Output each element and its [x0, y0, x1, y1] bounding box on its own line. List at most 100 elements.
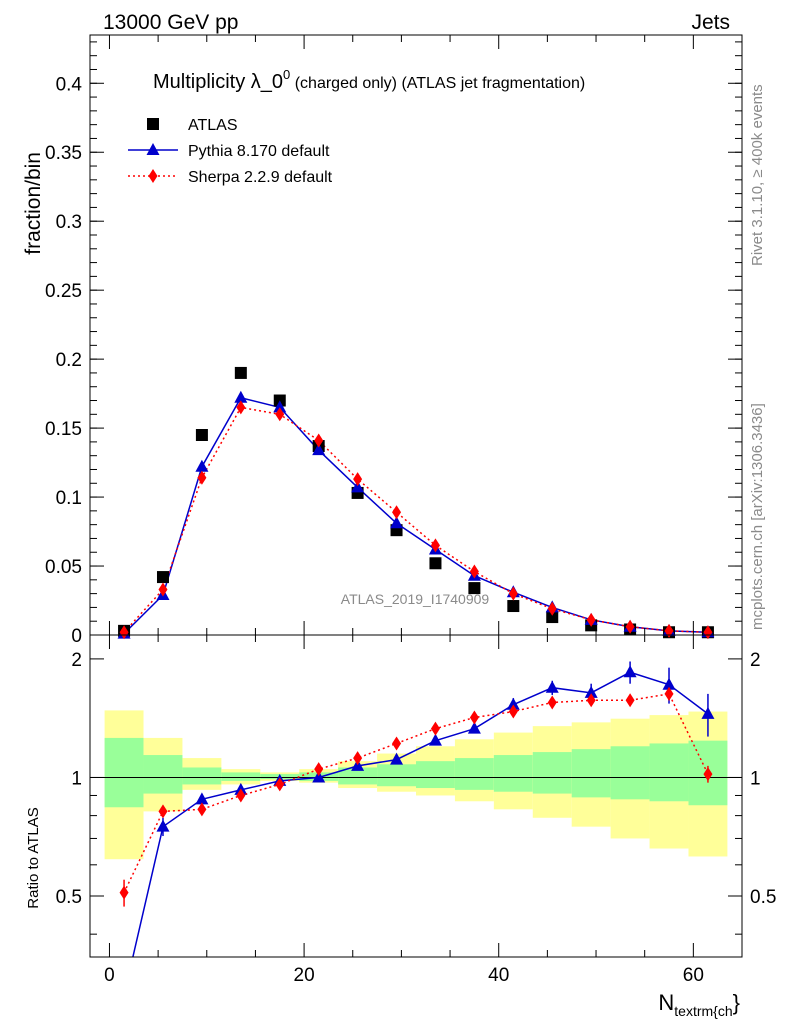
data-point [507, 600, 520, 613]
data-point [275, 407, 285, 422]
data-point [547, 601, 557, 616]
band-inner [221, 772, 261, 781]
x-axis-label: Ntextrm{ch} [658, 990, 740, 1019]
legend-marker [147, 118, 159, 130]
ratio-point [119, 885, 129, 900]
ratio-point [236, 788, 246, 803]
legend-marker [148, 169, 158, 183]
ratio-point [195, 792, 209, 805]
axes: 00.050.10.150.20.250.30.350.40.5 0.51 12 20… [45, 34, 776, 986]
legend-marker [146, 143, 160, 155]
ratio-point [664, 686, 674, 701]
band-inner [649, 743, 689, 802]
ratio-point [430, 721, 440, 736]
y-tick-label: 0.2 [56, 350, 82, 371]
data-point [664, 623, 674, 638]
x-tick-label: 60 [683, 965, 704, 986]
band-inner [493, 755, 533, 792]
x-tick-label: 40 [488, 965, 509, 986]
ratio-point [547, 695, 557, 710]
y-tick-label: 0 [71, 626, 82, 647]
data-point [353, 472, 363, 487]
y-tick-label: 0.1 [56, 488, 82, 509]
y-tick-label: 0.05 [45, 557, 82, 578]
data-point [469, 564, 479, 579]
analysis-watermark: ATLAS_2019_I1740909 [341, 591, 490, 607]
ratio-point [353, 751, 363, 766]
ratio-line-2 [123, 693, 709, 893]
data-point [429, 557, 442, 570]
ratio-tick-label: 1 [71, 768, 82, 789]
data-point [430, 538, 440, 553]
band-inner [377, 764, 416, 787]
data-point [158, 582, 168, 597]
data-point [195, 459, 209, 472]
band-inner [532, 752, 572, 794]
band-inner [104, 737, 144, 808]
band-inner [571, 749, 611, 798]
ratio-panel [90, 661, 742, 957]
ratio-point [703, 767, 713, 782]
ratio-point [701, 706, 715, 719]
rivet-label: Rivet 3.1.10, ≥ 400k events [749, 84, 766, 266]
ratio-point [314, 762, 324, 777]
x-tick-label: 0 [104, 965, 115, 986]
legend-label: ATLAS [188, 117, 238, 134]
ratio-point [467, 721, 481, 734]
data-point [508, 586, 518, 601]
ratio-tick-label: 0.5 [56, 887, 82, 908]
data-point [392, 505, 402, 520]
ratio-point [156, 819, 170, 832]
ratio-point [275, 777, 285, 792]
data-point [703, 625, 713, 640]
ratio-tick-label-right: 0.5 [750, 887, 776, 908]
ratio-series [119, 661, 715, 957]
y-tick-label: 0.3 [56, 212, 82, 233]
ratio-point [586, 693, 596, 708]
series-line-1 [123, 396, 708, 635]
data-point [625, 619, 635, 634]
data-point [234, 390, 248, 403]
header-right: Jets [691, 11, 730, 34]
main-panel: 00.050.10.150.20.250.30.350.40.5 0.51 12 20… [45, 34, 776, 986]
ratio-point [662, 677, 676, 690]
legend: ATLAS Pythia 8.170 default Sherpa 2.2.9 de… [128, 117, 333, 186]
ratio-point [545, 680, 559, 693]
band-inner [182, 767, 222, 785]
ratio-point [625, 693, 635, 708]
data-point [273, 400, 287, 413]
data-point [468, 582, 481, 595]
data-point [390, 516, 404, 529]
uncertainty-bands [104, 710, 728, 860]
ratio-point [584, 685, 598, 698]
x-tick-label: 20 [294, 965, 315, 986]
ratio-point [506, 697, 520, 710]
y-tick-label: 0.4 [56, 74, 83, 95]
data-point [351, 480, 365, 493]
ratio-tick-label-right: 2 [750, 650, 761, 671]
legend-label: Sherpa 2.2.9 default [188, 169, 333, 186]
ratio-frame [89, 634, 743, 958]
ratio-tick-label-right: 1 [750, 768, 761, 789]
data-point [546, 611, 559, 624]
y-tick-label: 0.35 [45, 143, 82, 164]
band-inner [338, 767, 378, 785]
data-point [586, 612, 596, 627]
ratio-point [508, 704, 518, 719]
ratio-point [197, 802, 207, 817]
ratio-axis-label: Ratio to ATLAS [25, 807, 42, 908]
y-tick-label: 0.25 [45, 281, 82, 302]
y-axis-label: fraction/bin [22, 152, 45, 255]
data-point [119, 625, 129, 640]
data-point [234, 366, 247, 379]
series-line-2 [123, 406, 708, 633]
band-inner [416, 761, 455, 789]
ratio-line-1 [132, 671, 709, 957]
ratio-point [623, 665, 637, 678]
ratio-point [392, 736, 402, 751]
data-point [314, 433, 324, 448]
data-point [236, 400, 246, 415]
ratio-tick-label: 2 [71, 650, 82, 671]
chart-title: Multiplicity λ_00 (charged only) (ATLAS … [153, 67, 585, 93]
